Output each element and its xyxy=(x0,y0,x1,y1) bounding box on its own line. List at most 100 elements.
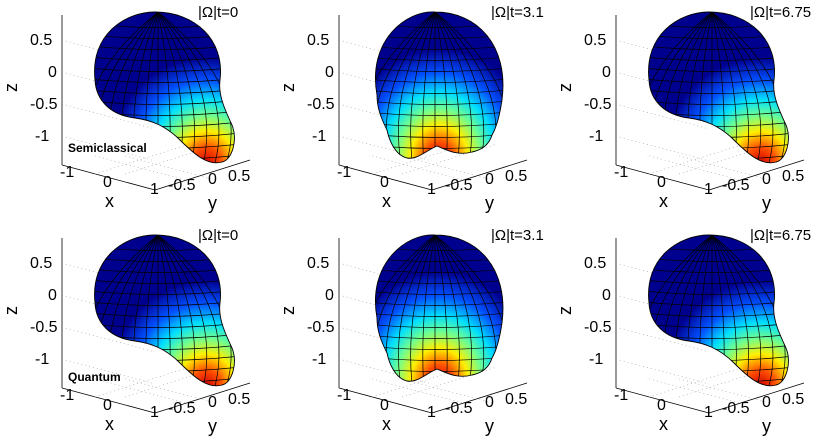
z-tick-label: 0 xyxy=(325,64,334,81)
panel-2: |Ω|t=3.1 0.5 0 -0.5 -1 z -1 0 1 x -0.5 0 0.5 y xyxy=(277,0,554,223)
panel-title: |Ω|t=0 xyxy=(198,4,239,21)
z-axis-label: z xyxy=(1,83,21,92)
panel-6: |Ω|t=6.75 0.5 0 -0.5 -1 z -1 0 1 x -0.5 0 0.5 y xyxy=(554,223,831,446)
x-tick-label: 0 xyxy=(657,397,666,414)
y-tick-label: -0.5 xyxy=(168,177,196,194)
y-tick-label: 0 xyxy=(762,394,771,411)
x-axis-label: x xyxy=(659,191,668,211)
z-tick-label: 0 xyxy=(48,64,57,81)
y-axis-label: y xyxy=(485,193,494,213)
z-axis-label: z xyxy=(278,83,298,92)
y-tick-label: 0 xyxy=(208,171,217,188)
z-tick-label: -1 xyxy=(35,128,50,145)
surface-plot xyxy=(338,11,528,191)
z-tick-label: -0.5 xyxy=(30,96,58,113)
x-axis-label: x xyxy=(105,414,114,434)
panel-1: |Ω|t=0 Semiclassical 0.5 0 -0.5 -1 z -1 0 1 x -0.5 0… xyxy=(0,0,277,223)
z-tick-label: -1 xyxy=(589,351,604,368)
z-tick-label: -0.5 xyxy=(307,96,335,113)
z-tick-label: 0 xyxy=(602,64,611,81)
x-tick-label: -1 xyxy=(337,164,352,181)
y-tick-label: 0 xyxy=(208,394,217,411)
z-tick-label: -1 xyxy=(312,128,327,145)
z-tick-label: -1 xyxy=(35,351,50,368)
z-tick-label: -0.5 xyxy=(307,319,335,336)
x-tick-label: -1 xyxy=(60,164,75,181)
surface-plot xyxy=(61,11,251,191)
x-axis-label: x xyxy=(382,414,391,434)
panel-4: |Ω|t=0 Quantum 0.5 0 -0.5 -1 z -1 0 1 x -0.5 0 0.5 y xyxy=(0,223,277,446)
x-tick-label: 0 xyxy=(103,397,112,414)
x-tick-label: 0 xyxy=(103,174,112,191)
panel-label: Semiclassical xyxy=(68,141,147,155)
z-tick-label: 0 xyxy=(48,287,57,304)
x-tick-label: 0 xyxy=(657,174,666,191)
y-tick-label: -0.5 xyxy=(722,177,750,194)
panel-label: Quantum xyxy=(68,370,121,384)
y-tick-label: 0.5 xyxy=(228,168,251,185)
z-tick-label: 0.5 xyxy=(584,32,607,49)
y-tick-label: -0.5 xyxy=(168,400,196,417)
z-tick-label: 0 xyxy=(602,287,611,304)
panel-3: |Ω|t=6.75 0.5 0 -0.5 -1 z -1 0 1 x -0.5 0 0.5 y xyxy=(554,0,831,223)
x-tick-label: -1 xyxy=(614,387,629,404)
z-tick-label: 0.5 xyxy=(584,255,607,272)
panel-5: |Ω|t=3.1 0.5 0 -0.5 -1 z -1 0 1 x -0.5 0 0.5 y xyxy=(277,223,554,446)
z-tick-label: -1 xyxy=(589,128,604,145)
x-tick-label: -1 xyxy=(337,387,352,404)
z-tick-label: 0.5 xyxy=(307,32,330,49)
x-tick-label: 0 xyxy=(380,174,389,191)
surface-plot xyxy=(338,234,528,414)
x-tick-label: 0 xyxy=(380,397,389,414)
z-tick-label: -1 xyxy=(312,351,327,368)
z-tick-label: 0.5 xyxy=(307,255,330,272)
z-tick-label: 0.5 xyxy=(30,32,53,49)
x-tick-label: 1 xyxy=(704,404,713,421)
surface-plot xyxy=(615,11,805,191)
z-tick-label: -0.5 xyxy=(584,96,612,113)
y-tick-label: -0.5 xyxy=(722,400,750,417)
z-axis-label: z xyxy=(555,83,575,92)
deformed-sphere xyxy=(94,234,235,387)
y-tick-label: 0.5 xyxy=(505,168,528,185)
panel-title: |Ω|t=3.1 xyxy=(491,227,544,244)
x-tick-label: -1 xyxy=(614,164,629,181)
z-tick-label: -0.5 xyxy=(30,319,58,336)
y-axis-label: y xyxy=(485,416,494,436)
y-tick-label: 0 xyxy=(762,171,771,188)
y-tick-label: 0.5 xyxy=(782,168,805,185)
x-axis-label: x xyxy=(659,414,668,434)
y-axis-label: y xyxy=(762,416,771,436)
y-tick-label: 0.5 xyxy=(228,391,251,408)
x-axis-label: x xyxy=(105,191,114,211)
y-tick-label: -0.5 xyxy=(445,177,473,194)
panel-title: |Ω|t=0 xyxy=(198,227,239,244)
y-tick-label: -0.5 xyxy=(445,400,473,417)
y-tick-label: 0.5 xyxy=(505,391,528,408)
panel-title: |Ω|t=6.75 xyxy=(750,227,812,244)
x-tick-label: 1 xyxy=(150,404,159,421)
panel-title: |Ω|t=3.1 xyxy=(491,4,544,21)
surface-plot xyxy=(615,234,805,414)
surface-plot xyxy=(61,234,251,414)
x-tick-label: 1 xyxy=(704,181,713,198)
z-tick-label: 0.5 xyxy=(30,255,53,272)
panel-title: |Ω|t=6.75 xyxy=(750,4,812,21)
z-axis-label: z xyxy=(555,306,575,315)
z-axis-label: z xyxy=(278,306,298,315)
x-tick-label: 1 xyxy=(427,404,436,421)
y-axis-label: y xyxy=(762,193,771,213)
x-axis-label: x xyxy=(382,191,391,211)
y-tick-label: 0.5 xyxy=(782,391,805,408)
y-tick-label: 0 xyxy=(485,394,494,411)
z-tick-label: 0 xyxy=(325,287,334,304)
deformed-sphere xyxy=(648,234,789,387)
deformed-sphere xyxy=(648,11,789,164)
y-axis-label: y xyxy=(208,416,217,436)
x-tick-label: 1 xyxy=(427,181,436,198)
y-axis-label: y xyxy=(208,193,217,213)
z-tick-label: -0.5 xyxy=(584,319,612,336)
x-tick-label: 1 xyxy=(150,181,159,198)
y-tick-label: 0 xyxy=(485,171,494,188)
